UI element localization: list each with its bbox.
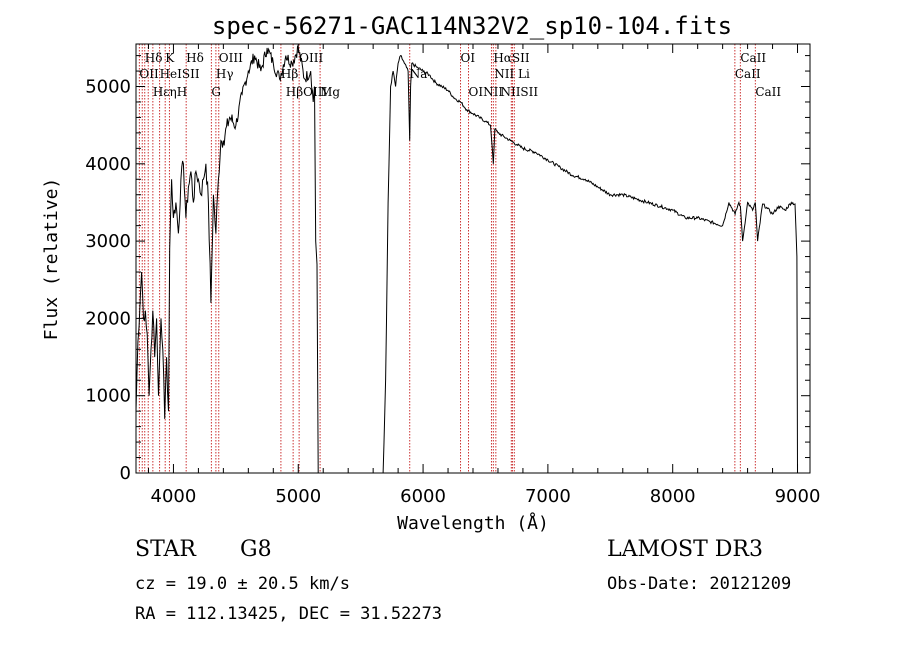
x-tick-label: 6000 — [400, 486, 446, 507]
line-label: CaII — [740, 51, 766, 65]
x-tick-label: 4000 — [151, 486, 197, 507]
spectrum-line — [135, 45, 798, 474]
y-tick-label: 3000 — [85, 231, 131, 252]
line-label: Hδ — [145, 51, 163, 65]
line-label: OIII — [219, 51, 243, 65]
y-tick-label: 5000 — [85, 77, 131, 98]
line-label: NII Li — [494, 67, 530, 81]
spectrum-chart: spec-56271-GAC114N32V2_sp10-104.fits Hδ K… — [41, 12, 821, 534]
line-label: NIISII — [500, 85, 538, 99]
line-label: HαSII — [493, 51, 530, 65]
line-label: Hβ — [281, 67, 298, 81]
x-tick-label: 9000 — [775, 486, 821, 507]
line-label: HeISII — [160, 67, 200, 81]
line-label: HεηH — [153, 85, 187, 99]
line-label: Hδ — [186, 51, 204, 65]
y-tick-label: 1000 — [85, 386, 131, 407]
x-axis: 4000 5000 6000 7000 8000 9000 — [147, 44, 821, 507]
line-label: CaII — [755, 85, 781, 99]
line-label: OIII — [299, 51, 323, 65]
survey-name: LAMOST DR3 — [607, 537, 763, 562]
observation-date: Obs-Date: 20121209 — [607, 574, 792, 594]
line-label: OI — [461, 51, 476, 65]
line-label: G — [211, 85, 221, 99]
y-tick-label: 2000 — [85, 308, 131, 329]
chart-title: spec-56271-GAC114N32V2_sp10-104.fits — [212, 12, 732, 40]
line-marker-group — [138, 44, 756, 473]
line-label: CaII — [735, 67, 761, 81]
line-label: OII — [139, 67, 159, 81]
ra-dec-coordinates: RA = 112.13425, DEC = 31.52273 — [135, 604, 443, 624]
redshift-velocity: cz = 19.0 ± 20.5 km/s — [135, 574, 350, 594]
x-axis-label: Wavelength (Å) — [397, 512, 549, 534]
spectral-subclass: G8 — [240, 537, 272, 562]
y-tick-label: 4000 — [85, 154, 131, 175]
line-label: Na — [410, 67, 428, 81]
y-axis: 0 1000 2000 3000 4000 5000 — [85, 55, 810, 484]
x-tick-label: 8000 — [650, 486, 696, 507]
plot-frame — [135, 43, 811, 474]
y-tick-label: 0 — [120, 463, 131, 484]
line-label: HβOIII — [286, 85, 328, 99]
object-class: STAR — [135, 537, 196, 562]
line-label: Mg — [320, 85, 340, 99]
y-axis-label: Flux (relative) — [41, 178, 62, 341]
line-label: Hγ — [216, 67, 234, 81]
x-tick-label: 7000 — [525, 486, 571, 507]
line-label: K — [165, 51, 175, 65]
x-tick-label: 5000 — [275, 486, 321, 507]
line-label: OINII — [469, 85, 504, 99]
